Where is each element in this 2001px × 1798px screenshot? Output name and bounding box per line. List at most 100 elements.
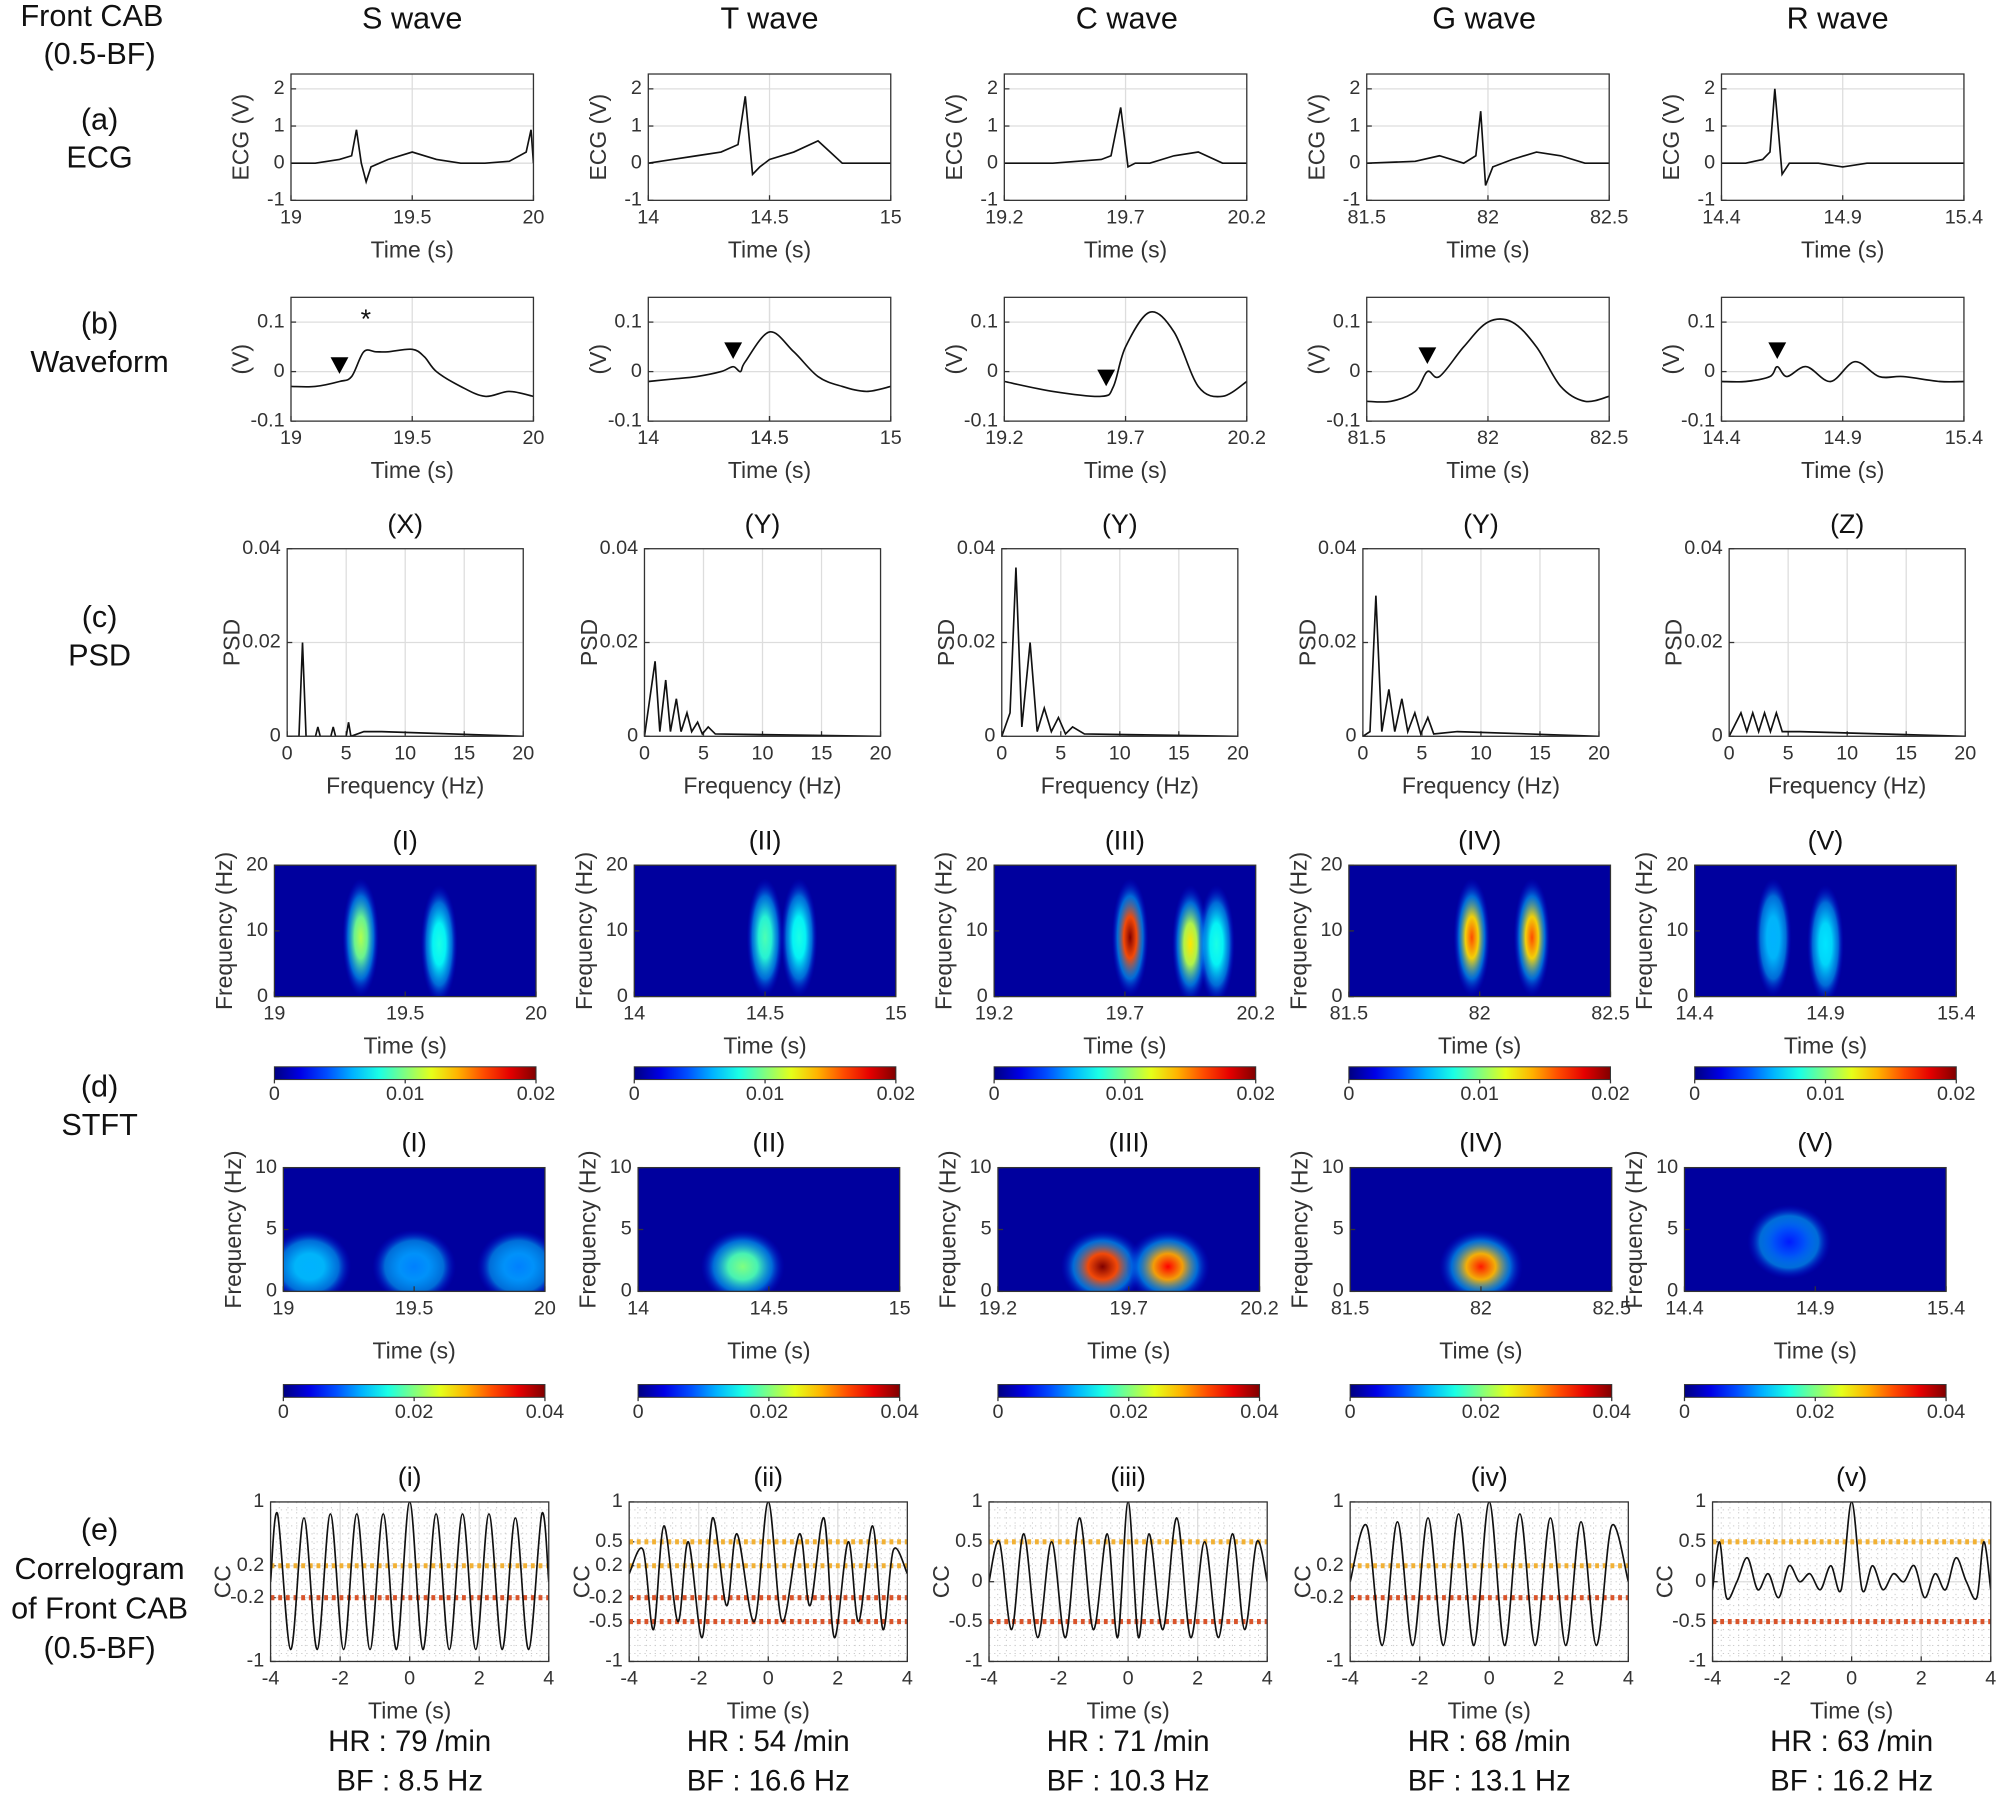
plot-frame	[286, 548, 524, 737]
x-tick-label: 20.2	[1240, 1297, 1278, 1319]
colorbar-tick-label: 0.02	[1236, 1083, 1274, 1105]
y-tick-label: 20	[1666, 853, 1688, 875]
y-axis-label: (V)	[1303, 344, 1329, 375]
x-tick-label: 14.9	[1806, 1003, 1844, 1025]
heatmap	[1684, 1167, 1947, 1292]
plot-frame	[1720, 73, 1965, 201]
x-tick-label: 15.4	[1945, 427, 1983, 449]
panel: 19 19.5 20 -1 0 1 2 Time (s) ECG (V)	[228, 73, 544, 262]
x-tick-label: 4	[1623, 1668, 1634, 1690]
colorbar-tick-label: 0.04	[1927, 1401, 1965, 1423]
x-tick-label: 81.5	[1347, 427, 1385, 449]
spectral-blob	[1807, 884, 1844, 997]
y-tick-label: 0.02	[1318, 631, 1356, 653]
panel: 81.5 82 82.5 -1 0 1 2 Time (s) ECG (V)	[1303, 73, 1628, 262]
y-tick-label: 0.1	[257, 310, 284, 332]
heart-rate: HR : 79 /min	[328, 1725, 491, 1758]
x-tick-label: 14.5	[746, 1003, 784, 1025]
heatmap	[1348, 865, 1611, 997]
y-tick-label: 0	[1346, 725, 1357, 747]
x-tick-label: 14.5	[750, 427, 788, 449]
y-tick-label: 0.5	[955, 1530, 982, 1552]
column-header: G wave	[1432, 2, 1536, 36]
y-tick-label: 0	[987, 151, 998, 173]
y-axis-label: ECG (V)	[585, 94, 611, 181]
x-tick-label: 0	[996, 742, 1007, 764]
y-tick-label: 0	[1667, 1280, 1678, 1302]
colorbar-tick-label: 0.01	[746, 1083, 784, 1105]
x-tick-label: 5	[341, 742, 352, 764]
column-header: C wave	[1076, 2, 1178, 36]
y-tick-label: 0.5	[1679, 1530, 1706, 1552]
y-tick-label: 0	[274, 151, 285, 173]
x-tick-label: 5	[698, 742, 709, 764]
colorbar-tick-label: 0.01	[1106, 1083, 1144, 1105]
x-axis-label: Time (s)	[1801, 457, 1884, 483]
y-tick-label: -0.5	[949, 1610, 983, 1632]
x-tick-label: -2	[1411, 1668, 1429, 1690]
x-tick-label: 10	[752, 742, 774, 764]
panel: 19.2 19.7 20.2 -0.1 0 0.1 Time (s) (V)	[941, 296, 1266, 483]
beat-frequency: BF : 13.1 Hz	[1408, 1764, 1571, 1797]
x-tick-label: 14	[637, 427, 659, 449]
y-tick-label: 10	[1656, 1156, 1678, 1178]
colorbar	[633, 1066, 897, 1081]
x-tick-label: 19	[263, 1003, 285, 1025]
colorbar-tick-label: 0.02	[877, 1083, 915, 1105]
row-label: PSD	[68, 638, 131, 672]
x-tick-label: 82	[1470, 1297, 1492, 1319]
column-header: T wave	[720, 2, 818, 36]
y-tick-label: -1	[267, 189, 285, 211]
colorbar-tick-label: 0	[1343, 1083, 1354, 1105]
plot-frame	[647, 296, 892, 422]
x-tick-label: -4	[1341, 1668, 1359, 1690]
plot-frame	[628, 1501, 908, 1663]
x-tick-label: 19.7	[1110, 1297, 1148, 1319]
panel-title: (III)	[1105, 825, 1145, 855]
colorbar-tick-label: 0	[1345, 1401, 1356, 1423]
plot-frame	[1349, 1501, 1629, 1663]
event-marker	[1097, 369, 1116, 387]
y-tick-label: 1	[612, 1490, 623, 1512]
x-tick-label: 19.5	[395, 1297, 433, 1319]
data-line	[629, 1501, 908, 1639]
heatmap	[994, 865, 1256, 997]
y-axis-label: Frequency (Hz)	[1287, 1150, 1313, 1308]
y-tick-label: -0.1	[251, 409, 285, 431]
x-tick-label: 14.4	[1702, 427, 1740, 449]
y-tick-label: 0	[631, 360, 642, 382]
colorbar-tick-label: 0	[989, 1083, 1000, 1105]
plot-frame	[1001, 548, 1239, 737]
plot-frame	[1366, 296, 1610, 422]
data-line	[1366, 318, 1610, 403]
x-tick-label: 20.2	[1228, 427, 1266, 449]
plot-frame	[643, 548, 882, 737]
x-axis-label: Time (s)	[1084, 236, 1167, 262]
x-axis-label: Time (s)	[1438, 1033, 1521, 1059]
x-tick-label: 20	[525, 1003, 547, 1025]
heart-rate: HR : 68 /min	[1408, 1725, 1571, 1758]
row-label: Waveform	[30, 345, 168, 379]
x-tick-label: 14.5	[750, 206, 788, 228]
heatmap	[997, 1167, 1260, 1292]
x-axis-label: Time (s)	[1446, 457, 1529, 483]
y-tick-label: 1	[274, 114, 285, 136]
y-tick-label: 0	[270, 725, 281, 747]
spectral-blob	[746, 878, 784, 997]
panel-title: (Y)	[1102, 509, 1138, 539]
x-tick-label: 5	[1416, 742, 1427, 764]
y-tick-label: -1	[1343, 189, 1361, 211]
plot-frame	[1003, 73, 1248, 201]
y-tick-label: 0.5	[595, 1530, 622, 1552]
x-tick-label: 2	[474, 1668, 485, 1690]
y-tick-label: 0.2	[237, 1554, 264, 1576]
y-tick-label: 0.04	[600, 537, 638, 559]
x-tick-label: 0	[1724, 742, 1735, 764]
x-tick-label: 14.4	[1665, 1297, 1703, 1319]
panel: -4 -2 0 2 4 -1 -0.2 0.2 1 (i) Time (s) CC HR : 79 /m…	[210, 1462, 555, 1797]
beat-frequency: BF : 16.6 Hz	[687, 1764, 850, 1797]
y-axis-label: ECG (V)	[1658, 94, 1684, 181]
spectral-blob	[420, 884, 458, 997]
x-tick-label: -2	[1773, 1668, 1791, 1690]
